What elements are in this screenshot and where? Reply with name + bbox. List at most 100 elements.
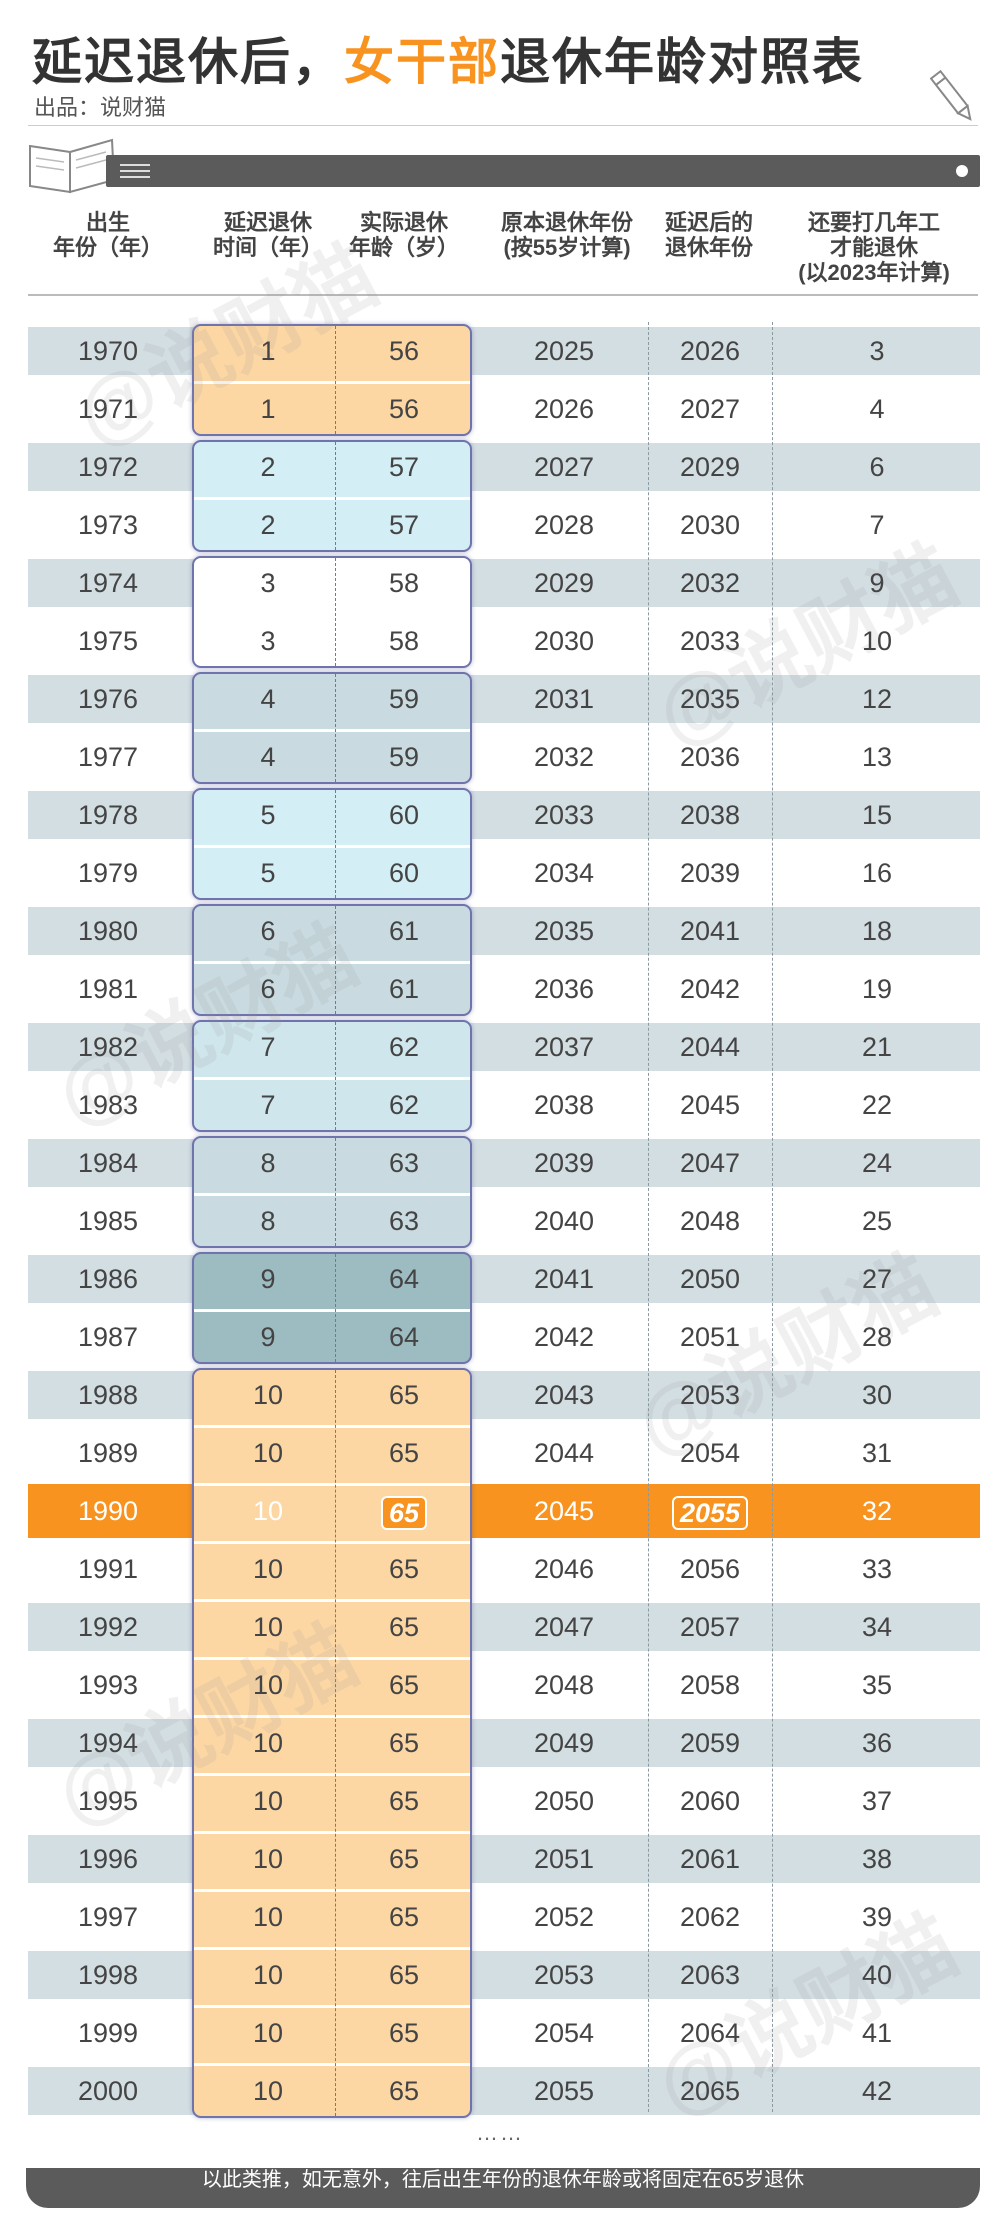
delayed-year-cell: 2047 [679, 1148, 741, 1178]
delayed-year-cell: 2057 [679, 1612, 741, 1642]
row-stripe [28, 1893, 980, 1941]
pencil-icon [930, 69, 972, 121]
original-year-cell: 2040 [533, 1206, 595, 1236]
actual-age-cell: 65 [388, 1670, 420, 1700]
table-row: 1987 9 64 2042 2051 28 [0, 1308, 1000, 1366]
delayed-year-cell: 2042 [679, 974, 741, 1004]
row-separator [194, 1599, 470, 1602]
delayed-year-cell: 2038 [679, 800, 741, 830]
birth-year-cell: 1978 [77, 800, 139, 830]
row-stripe [28, 1661, 980, 1709]
actual-age-cell: 59 [388, 684, 420, 714]
actual-age-cell: 61 [388, 916, 420, 946]
row-stripe [28, 2067, 980, 2115]
original-year-cell: 2053 [533, 1960, 595, 1990]
delay-group-block [192, 788, 472, 900]
delayed-year-cell: 2061 [679, 1844, 741, 1874]
actual-age-cell: 59 [388, 742, 420, 772]
delay-years-cell: 8 [260, 1148, 276, 1178]
delay-years-cell: 1 [260, 394, 276, 424]
header-divider [28, 294, 978, 296]
birth-year-cell: 1975 [77, 626, 139, 656]
delay-years-cell: 10 [252, 1902, 284, 1932]
delayed-year-cell: 2050 [679, 1264, 741, 1294]
delayed-year-cell: 2029 [679, 452, 741, 482]
actual-age-cell: 65 [388, 1786, 420, 1816]
birth-year-cell: 1973 [77, 510, 139, 540]
original-year-cell: 2044 [533, 1438, 595, 1468]
delay-years-cell: 5 [260, 858, 276, 888]
col-header-delay-years: 延迟退休 时间（年） [212, 210, 323, 260]
original-year-cell: 2026 [533, 394, 595, 424]
years-left-cell: 16 [861, 858, 893, 888]
row-separator [194, 381, 470, 384]
table-row: 1991 10 65 2046 2056 33 [0, 1540, 1000, 1598]
delay-years-cell: 6 [260, 916, 276, 946]
years-left-cell: 31 [861, 1438, 893, 1468]
delayed-year-cell: 2056 [679, 1554, 741, 1584]
original-year-cell: 2054 [533, 2018, 595, 2048]
row-stripe [28, 443, 980, 491]
delayed-year-cell: 2060 [679, 1786, 741, 1816]
delayed-year-cell: 2035 [679, 684, 741, 714]
table-row: 1986 9 64 2041 2050 27 [0, 1250, 1000, 1308]
years-left-cell: 21 [861, 1032, 893, 1062]
col-header-years-left: 还要打几年工 才能退休 (以2023年计算) [798, 210, 950, 285]
actual-age-cell: 63 [388, 1148, 420, 1178]
delay-years-cell: 10 [252, 2018, 284, 2048]
years-left-cell: 39 [861, 1902, 893, 1932]
actual-age-cell: 65 [388, 1612, 420, 1642]
row-stripe [28, 965, 980, 1013]
years-left-cell: 42 [861, 2076, 893, 2106]
row-separator [194, 2005, 470, 2008]
column-divider [772, 322, 773, 2112]
original-year-cell: 2032 [533, 742, 595, 772]
actual-age-cell: 65 [334, 1482, 474, 1540]
original-year-cell: 2050 [533, 1786, 595, 1816]
table-row: 1974 3 58 2029 2032 9 [0, 554, 1000, 612]
row-stripe [28, 1951, 980, 1999]
years-left-cell: 9 [869, 568, 885, 598]
actual-age-cell: 65 [388, 1438, 420, 1468]
row-separator [194, 2063, 470, 2066]
column-divider [335, 906, 336, 1014]
row-stripe [28, 1139, 980, 1187]
original-year-cell: 2035 [533, 916, 595, 946]
delayed-year-cell: 2032 [679, 568, 741, 598]
row-stripe [28, 1197, 980, 1245]
row-stripe [28, 1429, 980, 1477]
years-left-cell: 7 [869, 510, 885, 540]
delayed-year-cell: 2041 [679, 916, 741, 946]
delay-years-cell: 2 [260, 452, 276, 482]
row-stripe [28, 501, 980, 549]
delay-group-block [192, 904, 472, 1016]
footer-note: 以此类推，如无意外，往后出生年份的退休年龄或将固定在65岁退休 [26, 2168, 980, 2208]
column-divider [335, 1370, 336, 2116]
delay-years-cell: 8 [260, 1206, 276, 1236]
delay-group-block [192, 556, 472, 668]
years-left-cell: 15 [861, 800, 893, 830]
years-left-cell: 19 [861, 974, 893, 1004]
row-separator [194, 845, 470, 848]
column-divider [335, 790, 336, 898]
row-separator [194, 1889, 470, 1892]
column-divider [335, 674, 336, 782]
table-row: 1982 7 62 2037 2044 21 [0, 1018, 1000, 1076]
delay-years-cell: 5 [260, 800, 276, 830]
header-bar [106, 155, 980, 187]
years-left-cell: 3 [869, 336, 885, 366]
row-separator [194, 1831, 470, 1834]
column-divider [335, 558, 336, 666]
birth-year-cell: 1981 [77, 974, 139, 1004]
birth-year-cell: 1993 [77, 1670, 139, 1700]
birth-year-cell: 1980 [77, 916, 139, 946]
actual-age-cell: 58 [388, 626, 420, 656]
delayed-year-cell: 2045 [679, 1090, 741, 1120]
delay-years-cell: 10 [252, 1612, 284, 1642]
delay-group-block [192, 672, 472, 784]
birth-year-cell: 1971 [77, 394, 139, 424]
delayed-year-cell: 2051 [679, 1322, 741, 1352]
years-left-cell: 12 [861, 684, 893, 714]
delayed-year-cell: 2026 [679, 336, 741, 366]
years-left-cell: 35 [861, 1670, 893, 1700]
